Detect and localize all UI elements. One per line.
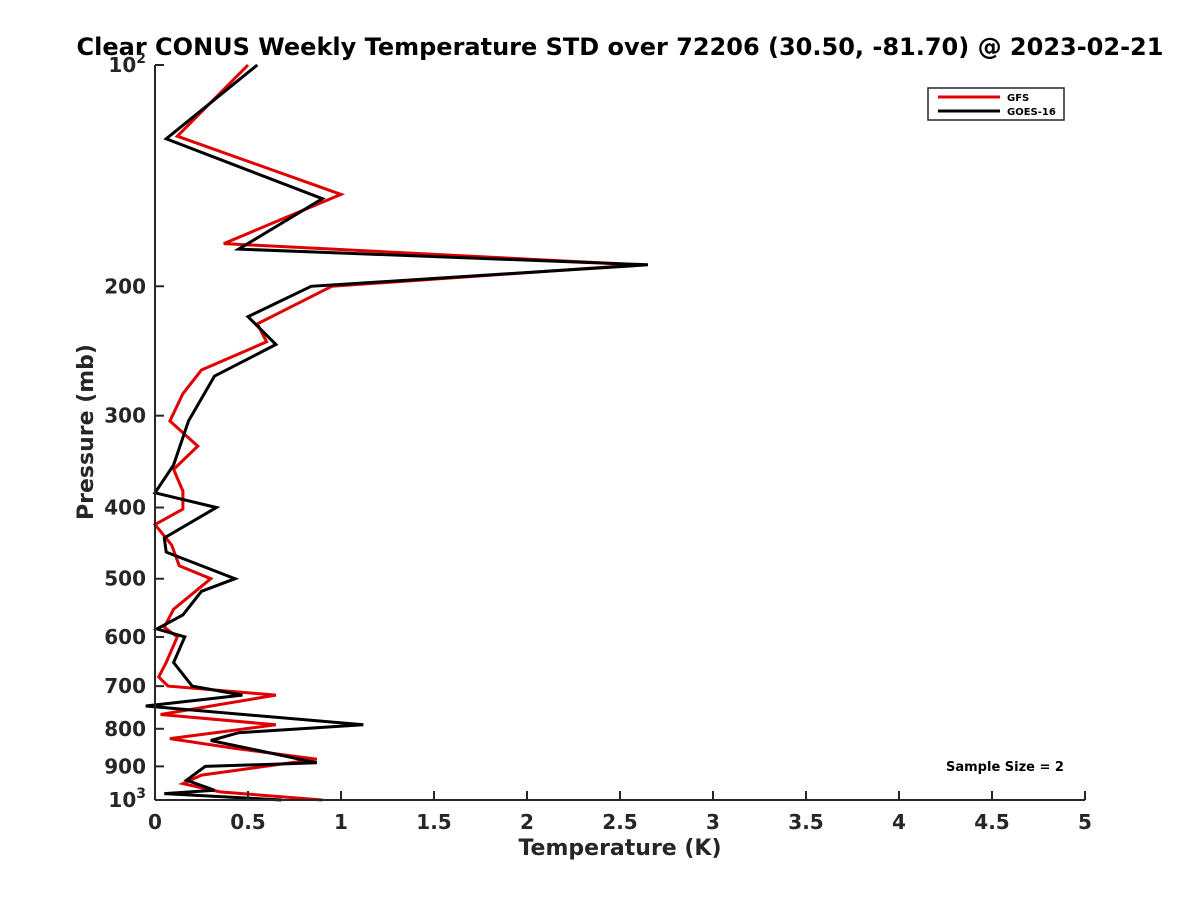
x-tick-label: 4: [892, 810, 906, 834]
legend-label-gfs: GFS: [1007, 93, 1029, 104]
plot-area: 0 0.5 1 1.5 2 2.5 3 3.5 4 4.5 5 102 200 300 400 500 600…: [104, 51, 1092, 834]
y-tick-label: 900: [104, 754, 146, 778]
y-axis-label: Pressure (mb): [74, 344, 99, 520]
y-tick-label: 200: [104, 274, 146, 298]
y-tick-label: 700: [104, 674, 146, 698]
x-tick-label: 0.5: [230, 810, 265, 834]
x-axis-label: Temperature (K): [518, 836, 721, 861]
y-tick-label: 103: [108, 786, 146, 812]
y-tick-label: 300: [104, 404, 146, 428]
x-tick-label: 1: [334, 810, 348, 834]
y-tick-label: 800: [104, 717, 146, 741]
series-line-gfs: [152, 63, 639, 802]
y-tick-label: 102: [108, 51, 146, 77]
legend-label-goes16: GOES-16: [1007, 107, 1056, 118]
sample-size-annotation: Sample Size = 2: [946, 760, 1064, 775]
y-tick-label: 400: [104, 496, 146, 520]
series-line-goes16: [145, 63, 648, 802]
x-tick-label: 3: [706, 810, 720, 834]
legend-box: [927, 87, 1065, 121]
legend: GFS GOES-16: [927, 87, 1065, 121]
series-layer: [145, 63, 648, 802]
x-tick-label: 2: [520, 810, 534, 834]
x-tick-label: 2.5: [602, 810, 637, 834]
x-tick-label: 3.5: [788, 810, 823, 834]
y-tick-label: 600: [104, 625, 146, 649]
x-tick-label: 1.5: [416, 810, 451, 834]
x-ticks: 0 0.5 1 1.5 2 2.5 3 3.5 4 4.5 5: [148, 791, 1092, 834]
x-tick-label: 4.5: [974, 810, 1009, 834]
x-tick-label: 5: [1078, 810, 1092, 834]
y-tick-label: 500: [104, 567, 146, 591]
chart-title: Clear CONUS Weekly Temperature STD over …: [77, 33, 1164, 61]
x-tick-label: 0: [148, 810, 162, 834]
y-ticks: 102 200 300 400 500 600 700 800 900 103: [104, 51, 164, 812]
